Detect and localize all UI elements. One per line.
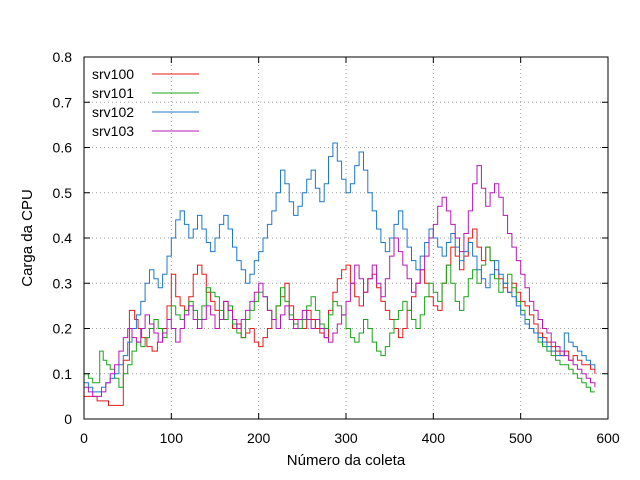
y-axis-label: Carga da CPU (19, 189, 36, 287)
x-tick-label: 600 (596, 430, 620, 446)
y-tick-label: 0.5 (53, 185, 73, 201)
series-line-srv102 (84, 142, 596, 393)
x-tick-label: 100 (160, 430, 184, 446)
y-tick-label: 0.4 (53, 230, 73, 246)
y-tick-label: 0.7 (53, 94, 73, 110)
axis-ticks: 0 100 200 300 400 500 600 0 0.1 0.2 0.3 0.4 0.5 0.6 0.… (53, 49, 620, 446)
y-tick-label: 0.1 (53, 366, 73, 382)
y-tick-label: 0 (64, 411, 72, 427)
x-axis-label: Número da coleta (287, 452, 406, 469)
grid-lines (84, 57, 608, 419)
series-line-srv103 (84, 165, 596, 397)
x-tick-label: 0 (80, 430, 88, 446)
y-tick-label: 0.8 (53, 49, 73, 65)
legend-label-srv102: srv102 (92, 104, 134, 120)
y-tick-label: 0.6 (53, 140, 73, 156)
x-tick-label: 300 (334, 430, 358, 446)
legend-label-srv101: srv101 (92, 85, 134, 101)
x-tick-label: 200 (247, 430, 271, 446)
series-line-srv101 (84, 246, 595, 393)
series-lines (84, 142, 596, 406)
legend-label-srv100: srv100 (92, 66, 134, 82)
x-tick-label: 400 (422, 430, 446, 446)
x-tick-label: 500 (509, 430, 533, 446)
legend-label-srv103: srv103 (92, 123, 134, 139)
y-tick-label: 0.2 (53, 321, 73, 337)
y-tick-label: 0.3 (53, 275, 73, 291)
legend: srv100 srv101 srv102 srv103 (92, 66, 199, 139)
series-line-srv100 (84, 228, 596, 406)
